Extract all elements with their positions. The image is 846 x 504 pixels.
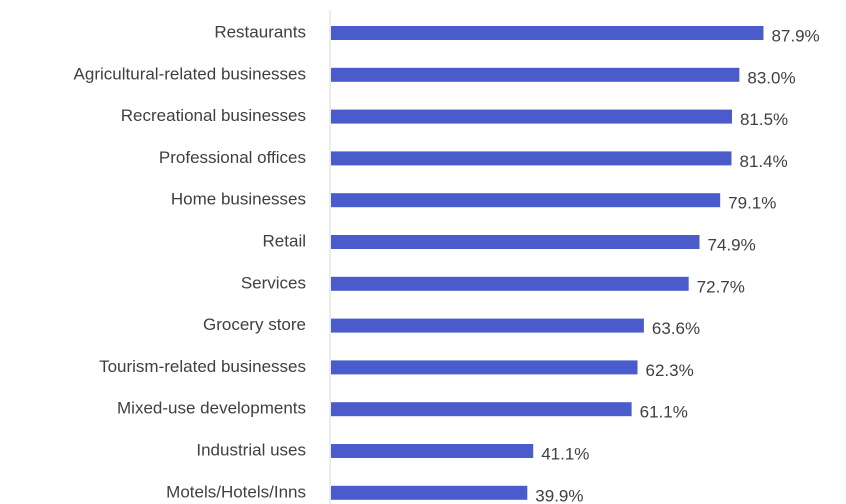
data-label: 81.4% [739,152,787,171]
bar [331,67,740,82]
bar [331,235,700,249]
data-label: 63.6% [652,319,700,338]
category-label: Tourism-related businesses [99,357,306,376]
data-label: 62.3% [646,361,694,380]
data-label: 79.1% [728,194,776,213]
data-label: 83.0% [747,68,795,87]
data-label: 61.1% [640,403,688,422]
data-label: 72.7% [697,277,745,296]
bar [331,318,644,333]
category-labels: Restaurants Agricultural-related business… [74,22,306,501]
category-label: Grocery store [203,315,306,334]
bar [331,151,732,166]
data-label: 81.5% [740,110,788,129]
category-label: Professional offices [159,148,306,167]
data-label: 39.9% [535,486,583,504]
bar [331,444,534,458]
category-label: Motels/Hotels/Inns [166,482,306,501]
category-label: Retail [263,231,306,250]
category-label: Home businesses [171,190,306,209]
data-label: 87.9% [771,26,819,45]
category-label: Agricultural-related businesses [74,64,306,83]
bar [331,485,528,500]
bar [331,109,732,124]
category-label: Services [241,273,306,292]
category-label: Restaurants [214,22,306,41]
category-label: Recreational businesses [121,106,306,125]
category-label: Industrial uses [196,440,306,459]
data-label: 41.1% [541,444,589,463]
bars-group [331,26,764,500]
bar [331,360,638,375]
bar [331,402,632,417]
category-label: Mixed-use developments [117,399,306,418]
bar [331,276,689,291]
bar [331,26,764,40]
bar [331,193,721,208]
data-label: 74.9% [708,235,756,254]
value-labels: 87.9% 83.0% 81.5% 81.4% 79.1% 74.9% 72.7% 63.6%… [535,26,819,504]
